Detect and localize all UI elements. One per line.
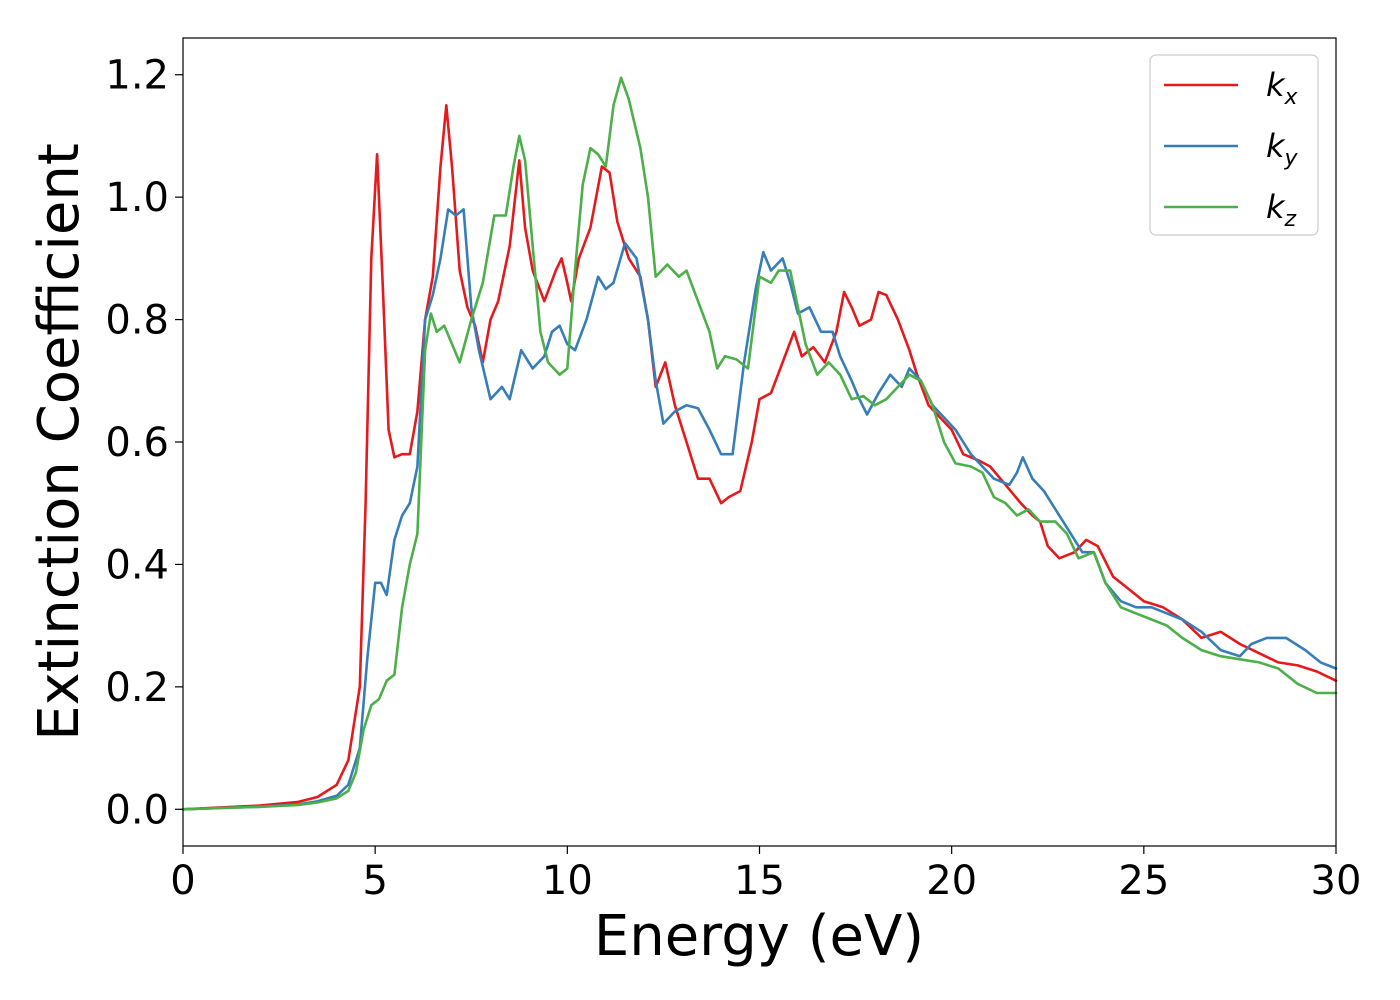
plot-lines <box>181 76 1338 811</box>
y-axis-ticks: 0.0 0.2 0.4 0.6 0.8 1.0 1.2 <box>105 53 183 833</box>
y-tick-label: 1.2 <box>105 53 169 99</box>
x-axis-ticks: 0 5 10 15 20 25 30 <box>170 846 1361 904</box>
legend-label-ky: ky <box>1266 127 1299 171</box>
x-tick-label: 0 <box>170 858 195 904</box>
legend-label-kx: kx <box>1266 66 1299 110</box>
x-tick-label: 30 <box>1311 858 1362 904</box>
y-tick-label: 1.0 <box>105 175 169 221</box>
y-tick-label: 0.4 <box>105 542 169 588</box>
series-line-ky <box>181 208 1338 811</box>
x-tick-label: 10 <box>542 858 593 904</box>
y-tick-label: 0.2 <box>105 665 169 711</box>
x-tick-label: 5 <box>362 858 387 904</box>
y-axis-label: Extinction Coefficient <box>27 143 92 741</box>
legend-label-kz: kz <box>1266 188 1297 232</box>
y-tick-label: 0.6 <box>105 420 169 466</box>
y-tick-label: 0.0 <box>105 787 169 833</box>
y-tick-label: 0.8 <box>105 298 169 344</box>
series-line-kx <box>181 104 1338 811</box>
x-tick-label: 20 <box>926 858 977 904</box>
series-line-kz <box>181 76 1338 811</box>
legend: kx ky kz <box>1149 54 1319 236</box>
x-axis-label: Energy (eV) <box>594 904 924 969</box>
x-tick-label: 15 <box>734 858 785 904</box>
x-tick-label: 25 <box>1118 858 1169 904</box>
